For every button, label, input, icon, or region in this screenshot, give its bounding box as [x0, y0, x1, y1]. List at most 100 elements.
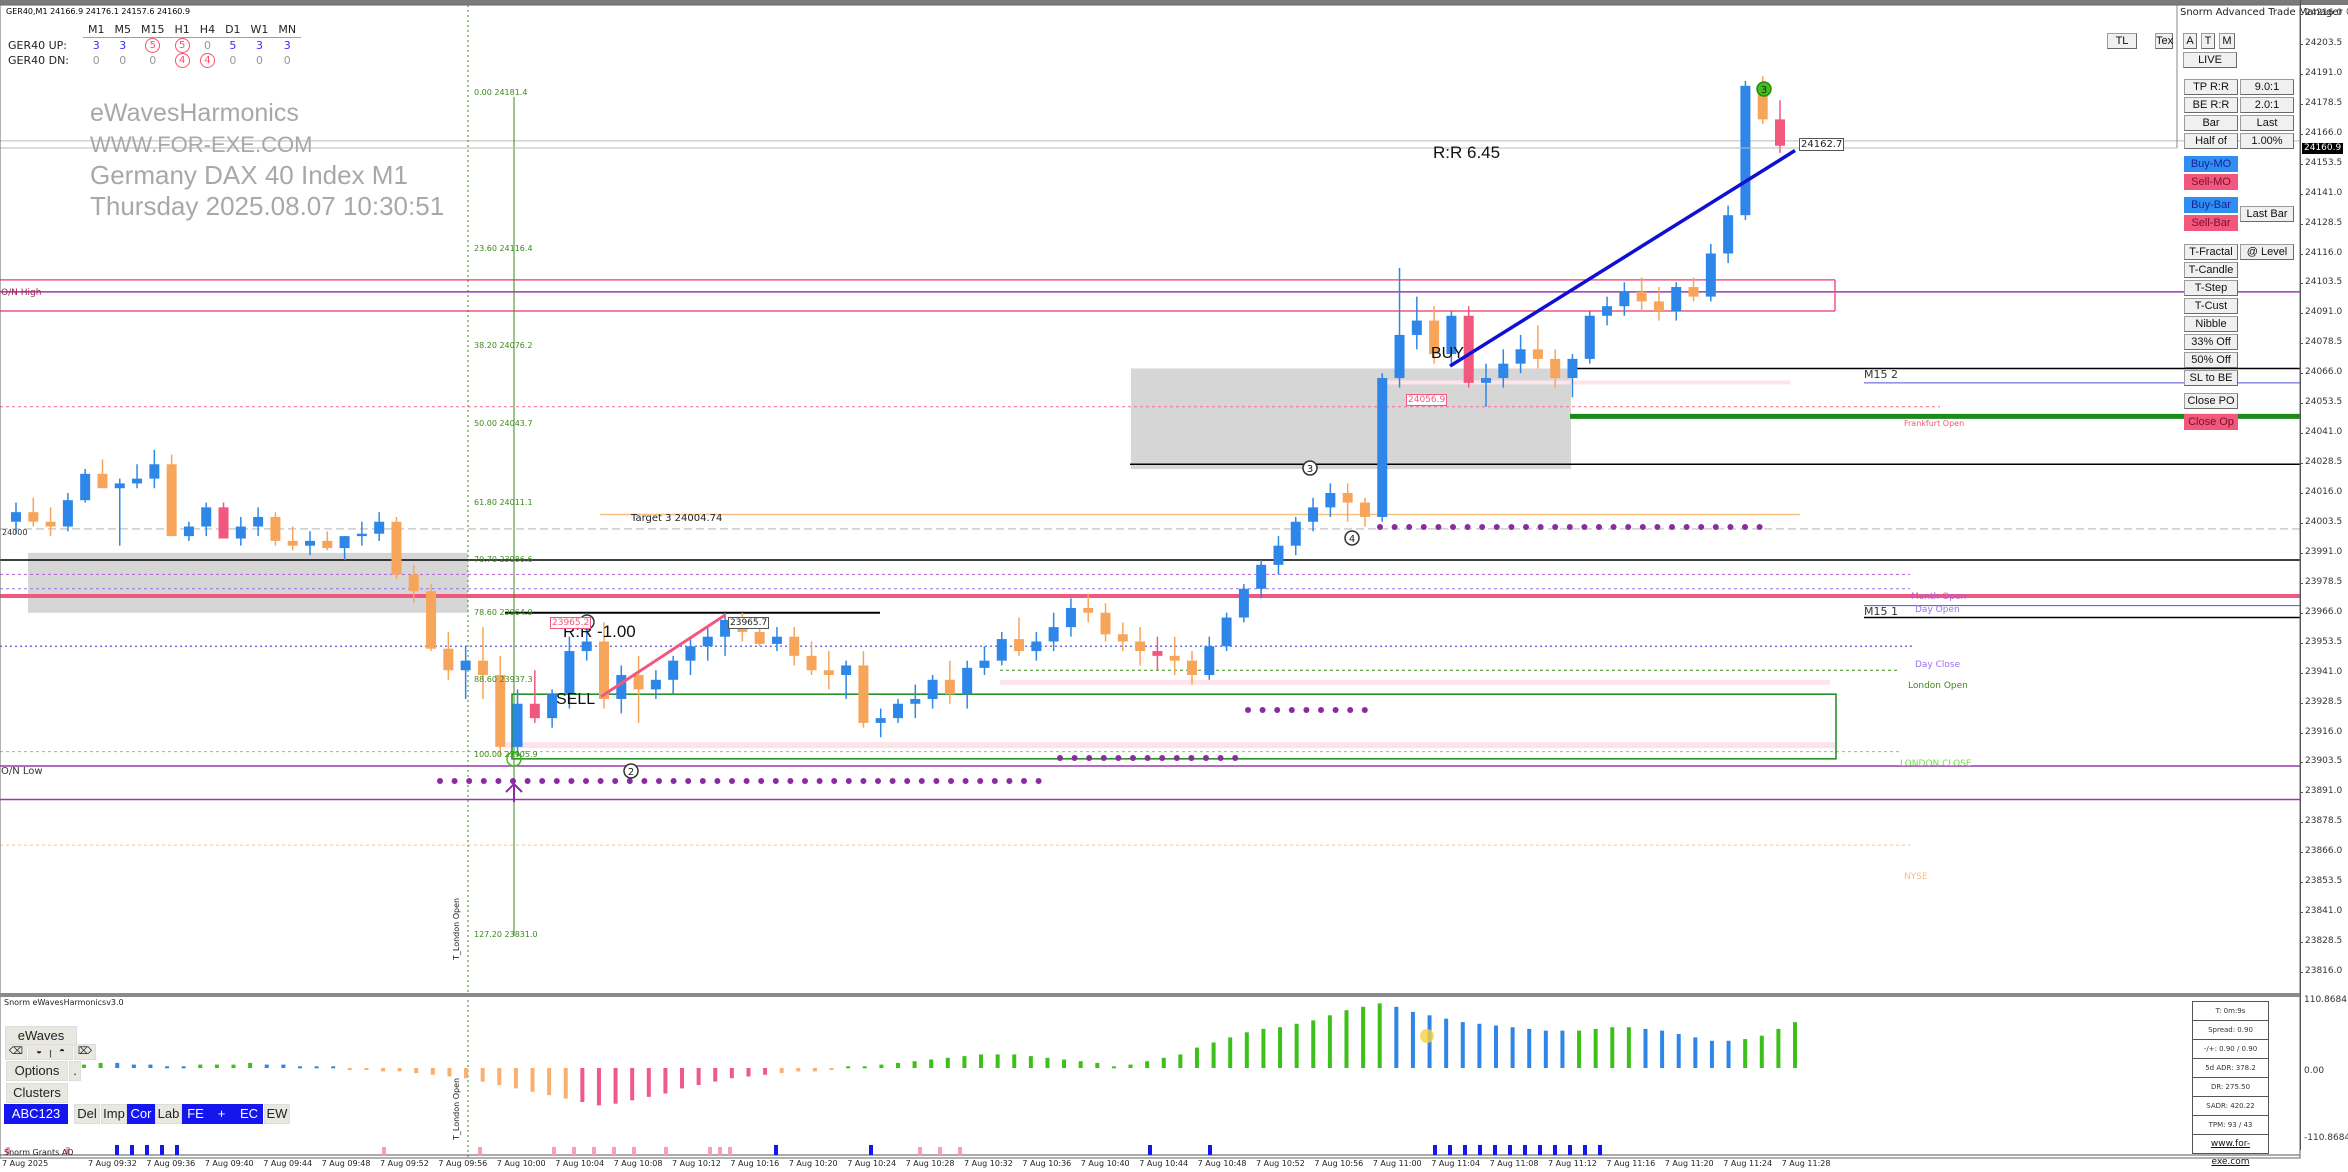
- time-tick: 7 Aug 09:32: [88, 1159, 137, 1168]
- ao-pink-mark: [612, 1147, 616, 1155]
- delete-button[interactable]: Del: [74, 1104, 100, 1124]
- tp-rr-button[interactable]: TP R:R: [2184, 79, 2238, 95]
- ec-button[interactable]: EC: [235, 1104, 263, 1124]
- a-button[interactable]: A: [2183, 33, 2197, 49]
- half-of-value[interactable]: 1.00%: [2240, 133, 2294, 149]
- close-50-percent-button[interactable]: 50% Off: [2184, 352, 2238, 368]
- info-row: SADR: 420.22: [2192, 1097, 2269, 1116]
- fractal-dot: [1654, 524, 1661, 530]
- indicator-bar: [1045, 1057, 1050, 1068]
- candle-body: [1757, 85, 1768, 120]
- options-extra-button[interactable]: .: [69, 1061, 81, 1081]
- indicator-wave-marker: [1420, 1029, 1434, 1043]
- fractal-dot: [1232, 755, 1239, 761]
- erase-right-icon[interactable]: ⌦: [74, 1044, 96, 1060]
- mtf-header-w1: W1: [245, 22, 274, 38]
- ew-button[interactable]: EW: [264, 1104, 290, 1124]
- sell-market-order-button[interactable]: Sell-MO: [2184, 174, 2238, 190]
- wave-up-icon[interactable]: ◒: [28, 1044, 50, 1060]
- bar-button[interactable]: Bar: [2184, 115, 2238, 131]
- info-website-link[interactable]: www.for-exe.com: [2192, 1135, 2269, 1167]
- close-open-orders-button[interactable]: Close Op: [2184, 414, 2238, 430]
- candle-body: [512, 703, 523, 747]
- text-button[interactable]: Tex: [2155, 33, 2174, 49]
- be-rr-button[interactable]: BE R:R: [2184, 97, 2238, 113]
- ao-blue-mark: [869, 1145, 873, 1155]
- indicator-bar: [430, 1068, 435, 1075]
- time-axis[interactable]: 7 Aug 2025 7 Aug 09:32 7 Aug 09:36 7 Aug 09…: [0, 1158, 2300, 1172]
- mtf-header-h1: H1: [169, 22, 195, 38]
- ewaves-test-button[interactable]: eWaves Test: [5, 1026, 77, 1061]
- price-tick: 23841.0: [2305, 906, 2343, 917]
- fractal-dot: [948, 778, 954, 784]
- wave-down-icon[interactable]: ◓: [51, 1044, 73, 1060]
- ao-pink-mark: [592, 1147, 596, 1155]
- candle-body: [685, 646, 696, 661]
- indicator-bar: [746, 1068, 751, 1077]
- trendline-button[interactable]: TL: [2107, 33, 2137, 49]
- m-button[interactable]: M: [2219, 33, 2235, 49]
- candle-body: [944, 679, 955, 695]
- fractal-dot: [1639, 524, 1646, 530]
- trail-step-button[interactable]: T-Step: [2184, 280, 2238, 296]
- import-button[interactable]: Imp: [101, 1104, 127, 1124]
- close-33-percent-button[interactable]: 33% Off: [2184, 334, 2238, 350]
- frankfurt-open-label: Frankfurt Open: [1904, 419, 1965, 428]
- current-price-marker: 24160.9: [2302, 143, 2344, 154]
- indicator-bar: [148, 1064, 153, 1068]
- stop-loss-to-breakeven-button[interactable]: SL to BE: [2184, 370, 2238, 386]
- be-rr-value[interactable]: 2.0:1: [2240, 97, 2294, 113]
- t-button[interactable]: T: [2201, 33, 2215, 49]
- candle-body: [374, 521, 385, 534]
- live-button[interactable]: LIVE: [2183, 52, 2237, 68]
- target-3-label: Target 3 24004.74: [631, 513, 723, 524]
- candle-body: [1100, 612, 1111, 635]
- price-tick: 23978.5: [2305, 576, 2343, 587]
- indicator-panel-separator[interactable]: [0, 993, 2300, 997]
- options-button[interactable]: Options: [6, 1061, 68, 1081]
- fractal-dot: [495, 778, 502, 784]
- buy-bar-button[interactable]: Buy-Bar: [2184, 197, 2238, 213]
- wave-2-marker-text: 2: [628, 767, 634, 778]
- half-of-button[interactable]: Half of: [2184, 133, 2238, 149]
- trail-candle-button[interactable]: T-Candle: [2184, 262, 2238, 278]
- indicator-bar: [663, 1068, 668, 1094]
- fractal-dot: [918, 778, 925, 784]
- candle-body: [771, 636, 782, 644]
- indicator-bar: [912, 1061, 917, 1068]
- abc123-button[interactable]: ABC123: [4, 1104, 68, 1124]
- plus-button[interactable]: +: [208, 1104, 235, 1124]
- price-tick: 24178.5: [2305, 97, 2343, 108]
- correction-button[interactable]: Cor: [127, 1104, 155, 1124]
- buy-market-order-button[interactable]: Buy-MO: [2184, 156, 2238, 172]
- candle-body: [1187, 660, 1197, 676]
- mtf-header-mn: MN: [273, 22, 302, 38]
- mtf-cell: 3: [92, 39, 100, 52]
- wave-start-marker: [506, 751, 522, 767]
- last-bar-button[interactable]: Last Bar: [2240, 206, 2294, 222]
- fib-level-label: 78.60 23964.9: [474, 608, 533, 617]
- indicator-bar: [1327, 1015, 1332, 1068]
- at-level-button[interactable]: @ Level: [2240, 244, 2294, 260]
- trail-custom-button[interactable]: T-Cust: [2184, 298, 2238, 314]
- erase-left-icon[interactable]: ⌫: [5, 1044, 27, 1060]
- t-london-open-label-indicator: T_London Open: [452, 1077, 461, 1140]
- indicator-title: Snorm eWavesHarmonicsv3.0: [4, 998, 124, 1007]
- nibble-button[interactable]: Nibble: [2184, 316, 2238, 332]
- fe-button[interactable]: FE: [182, 1104, 209, 1124]
- time-tick: 7 Aug 11:28: [1781, 1159, 1831, 1168]
- trail-fractal-button[interactable]: T-Fractal: [2184, 244, 2238, 260]
- close-pending-orders-button[interactable]: Close PO: [2184, 393, 2238, 409]
- price-tick-mark: [2300, 762, 2303, 764]
- candle-body: [253, 516, 264, 527]
- price-tick-mark: [2300, 582, 2303, 584]
- clusters-button[interactable]: Clusters: [6, 1083, 68, 1103]
- indicator-bar: [962, 1056, 967, 1068]
- bar-value[interactable]: Last: [2240, 115, 2294, 131]
- sell-bar-button[interactable]: Sell-Bar: [2184, 215, 2238, 231]
- label-button[interactable]: Lab: [155, 1104, 182, 1124]
- wave-3-marker-text: 3: [1307, 464, 1313, 475]
- mtf-cell: 5: [136, 38, 170, 53]
- tp-rr-value[interactable]: 9.0:1: [2240, 79, 2294, 95]
- price-tick: 24028.5: [2305, 457, 2343, 468]
